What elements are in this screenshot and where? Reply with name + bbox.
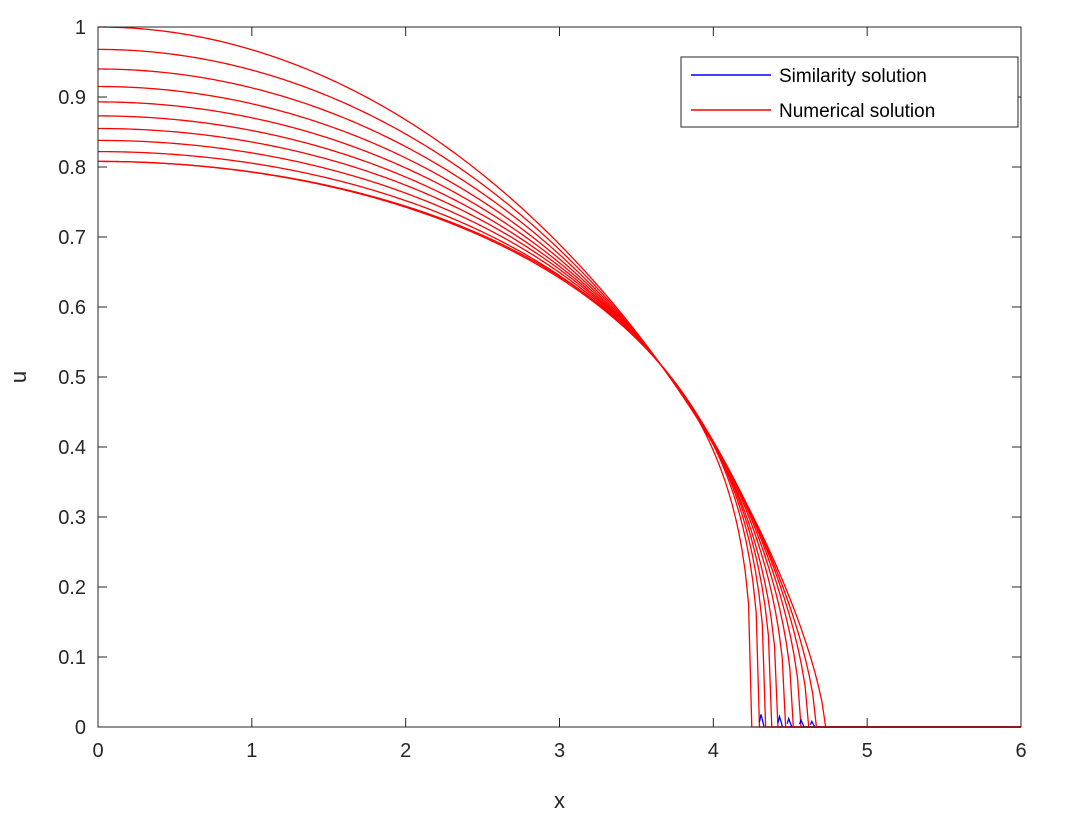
y-axis-label: u (6, 371, 31, 383)
similarity-solution-line (809, 719, 816, 728)
numerical-solution-line (98, 160, 1021, 728)
y-tick-label: 1 (75, 17, 86, 39)
y-tick-label: 0.4 (58, 437, 86, 459)
y-tick-label: 0.6 (58, 297, 86, 319)
similarity-solution-line (777, 713, 784, 728)
y-tick-label: 0.7 (58, 227, 86, 249)
x-axis: 0 1 2 3 4 5 6 (92, 27, 1027, 762)
y-tick-label: 0.3 (58, 507, 86, 529)
y-tick-label: 0 (75, 717, 86, 739)
legend-label-numerical: Numerical solution (779, 101, 935, 122)
x-tick-label: 5 (862, 740, 873, 762)
x-tick-label: 2 (400, 740, 411, 762)
similarity-solution-line (798, 718, 805, 728)
plot-lines (97, 26, 1021, 728)
similarity-solution-line (786, 716, 793, 728)
y-axis: 0 0.1 0.2 0.3 0.4 0.5 0.6 0.7 0.8 0.9 1 (58, 17, 1021, 739)
x-tick-label: 3 (554, 740, 565, 762)
y-tick-label: 0.9 (58, 87, 86, 109)
x-tick-label: 6 (1015, 740, 1026, 762)
legend-box (680, 56, 1019, 128)
similarity-solution-line (758, 714, 765, 728)
y-tick-label: 0.2 (58, 577, 86, 599)
x-tick-label: 4 (708, 740, 719, 762)
x-tick-label: 1 (246, 740, 257, 762)
y-tick-label: 0.8 (58, 157, 86, 179)
legend: Similarity solution Numerical solution (680, 56, 1019, 128)
y-tick-label: 0.1 (58, 647, 86, 669)
legend-label-similarity: Similarity solution (779, 66, 927, 87)
x-tick-label: 0 (92, 740, 103, 762)
x-axis-label: x (554, 788, 565, 813)
y-tick-label: 0.5 (58, 367, 86, 389)
